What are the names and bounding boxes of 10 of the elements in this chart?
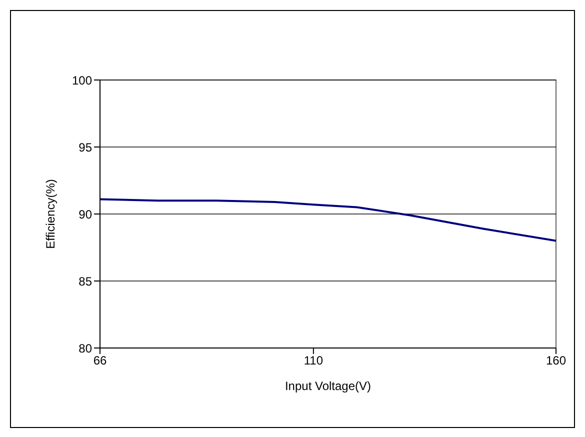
y-tick-label: 90 [78,207,92,222]
y-tick-label: 80 [78,341,92,356]
x-tick-label: 110 [304,354,324,368]
x-axis-title: Input Voltage(V) [284,379,372,393]
x-tick-label: 160 [546,354,566,368]
x-tick-label: 66 [93,354,107,368]
y-tick-label: 100 [72,73,92,88]
y-tick-label: 95 [78,140,92,154]
y-tick-label: 85 [78,274,92,288]
y-axis-title: Efficiency(%) [43,179,58,249]
